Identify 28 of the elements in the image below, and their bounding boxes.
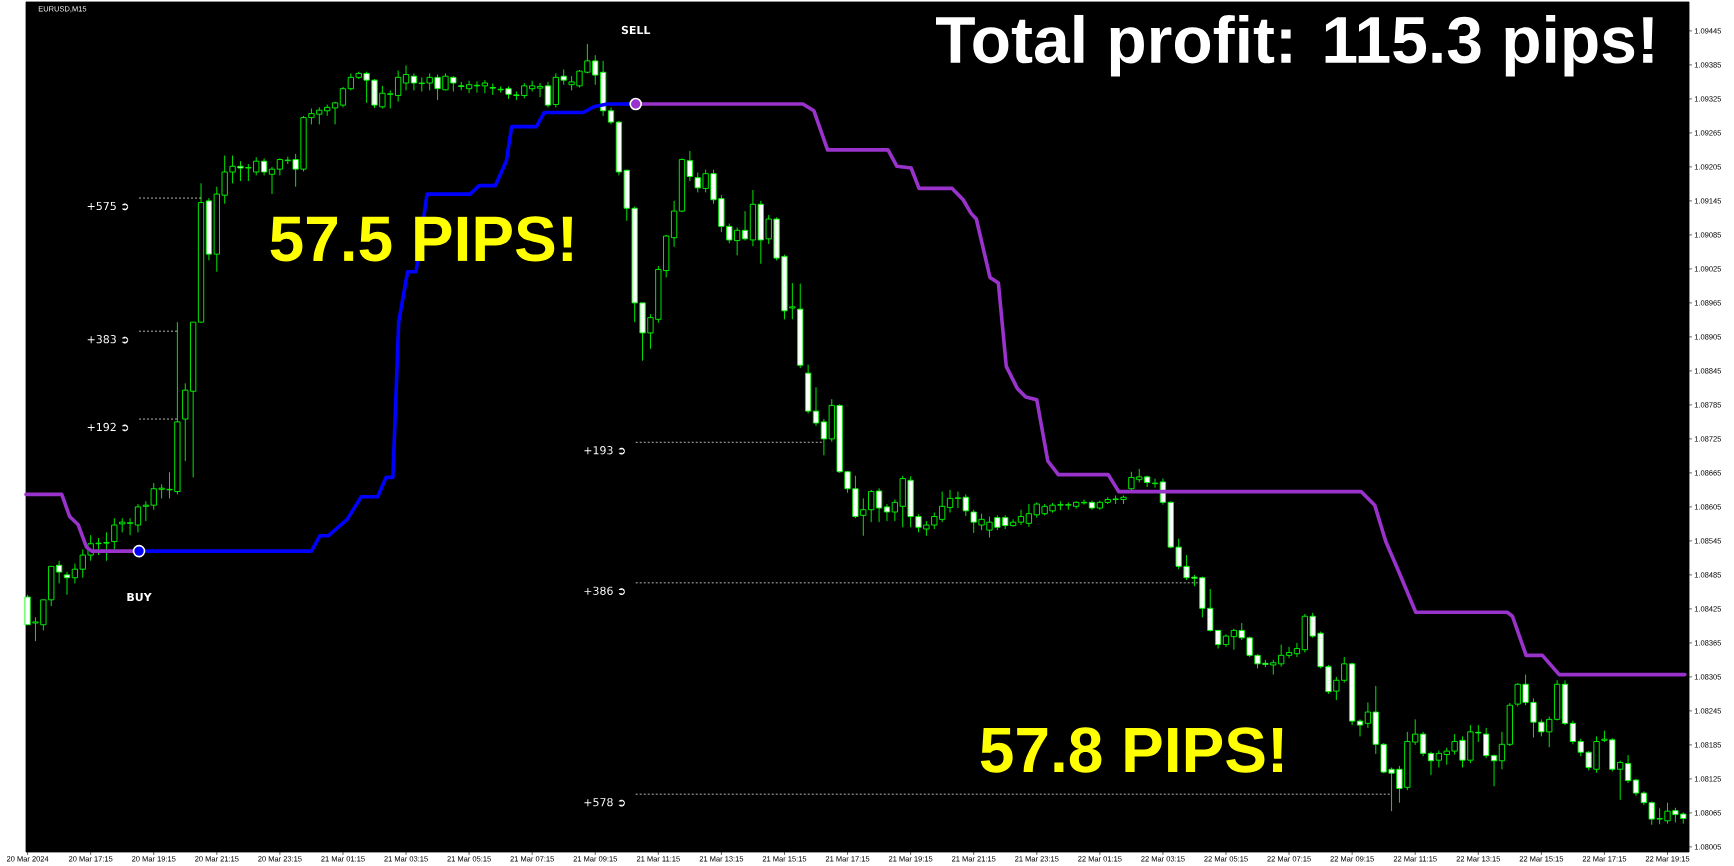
annotation: +386 ➲: [584, 586, 625, 596]
candlestick: [489, 83, 496, 96]
annotation: +578 ➲: [584, 798, 625, 807]
candlestick: [741, 210, 749, 241]
candlestick: [1151, 478, 1159, 489]
candlestick: [134, 503, 142, 533]
annotation: +192 ➲: [87, 422, 129, 432]
candlestick: [1490, 754, 1498, 787]
annotation: SELL: [621, 25, 651, 35]
annotation: +575 ➲: [87, 201, 129, 211]
annotation: +383 ➲: [87, 335, 129, 344]
candlestick: [63, 571, 71, 596]
candlestick: [812, 386, 820, 427]
annotation: BUY: [127, 593, 152, 602]
candlestick: [268, 166, 276, 195]
candlestick: [883, 503, 891, 522]
candlestick: [473, 80, 481, 94]
annotation: +193 ➲: [584, 446, 625, 455]
candlestick: [1017, 509, 1025, 526]
candlestick: [402, 65, 410, 91]
candlestick: [946, 489, 954, 513]
candlestick: [686, 150, 693, 182]
chart-title: Total profit: 115.3 pips!: [936, 14, 1653, 77]
candlestick: [1427, 751, 1435, 776]
candlestick: [1356, 718, 1364, 737]
candlestick: [481, 79, 488, 94]
annotation: 57.8 PIPS!: [980, 727, 1283, 773]
candlestick: [339, 86, 347, 108]
